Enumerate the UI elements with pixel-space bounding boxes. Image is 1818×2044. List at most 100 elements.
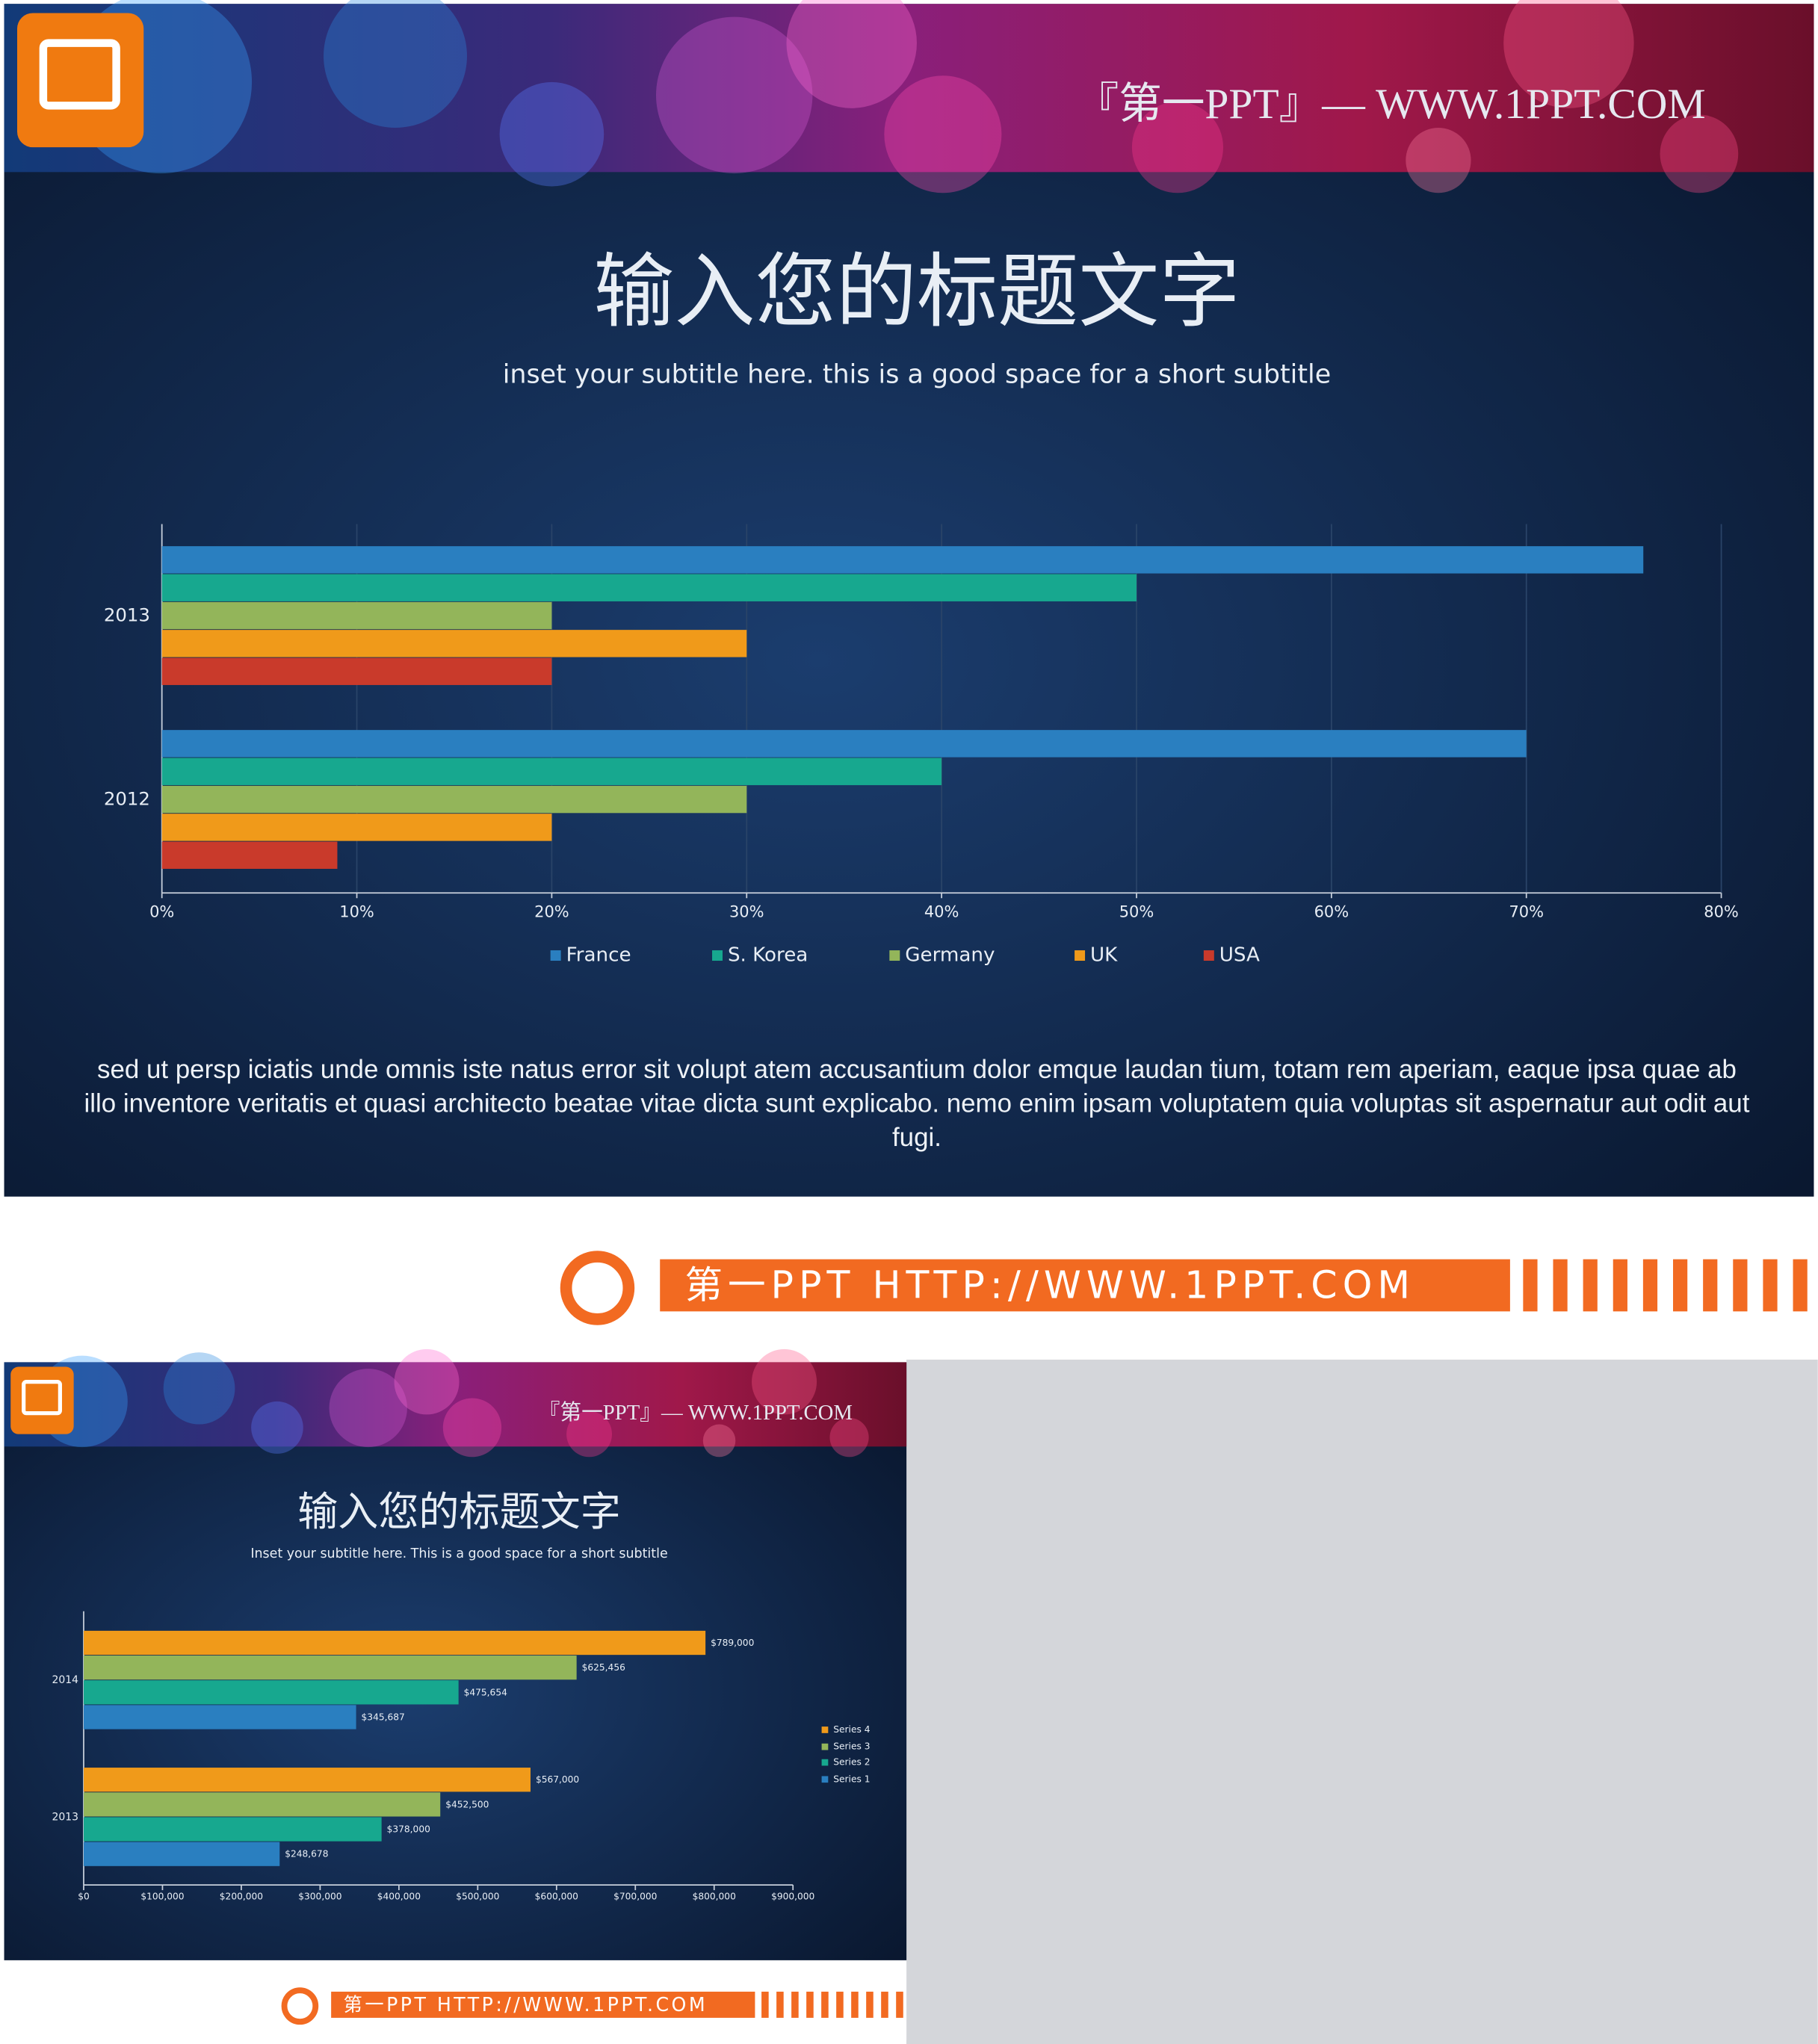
pencil-icon bbox=[560, 1251, 635, 1325]
legend-swatch bbox=[821, 1743, 829, 1750]
legend-label: Series 3 bbox=[833, 1741, 870, 1752]
bar bbox=[161, 657, 552, 685]
footer-stripe bbox=[1613, 1259, 1627, 1312]
y-tick-label: 2012 bbox=[104, 787, 150, 809]
bar bbox=[83, 1630, 706, 1656]
footer-stripe bbox=[1642, 1259, 1658, 1312]
footer-stripe bbox=[881, 1991, 888, 2018]
x-tick-label: 30% bbox=[729, 902, 764, 920]
x-tick-label: $200,000 bbox=[220, 1891, 263, 1901]
bar bbox=[161, 758, 942, 785]
value-label: $248,678 bbox=[285, 1849, 328, 1859]
bar bbox=[83, 1817, 382, 1842]
legend-label: UK bbox=[1090, 944, 1118, 967]
value-label: $452,500 bbox=[445, 1799, 489, 1809]
footer-text: 第一PPT HTTP://WWW.1PPT.COM bbox=[344, 1994, 708, 2016]
x-tick-label: 70% bbox=[1509, 902, 1544, 920]
bokeh bbox=[786, 0, 917, 108]
footer-stripe bbox=[1583, 1259, 1598, 1312]
value-label: $378,000 bbox=[387, 1824, 430, 1834]
y-tick-label: 2013 bbox=[52, 1811, 78, 1823]
annotation: sed ut persp iciatis unde omnis iste nat… bbox=[84, 1056, 1750, 1153]
chart-subtitle: inset your subtitle here. this is a good… bbox=[503, 360, 1331, 390]
x-tick-label: $500,000 bbox=[456, 1891, 499, 1901]
bar bbox=[161, 841, 338, 869]
value-label: $475,654 bbox=[464, 1687, 507, 1697]
app-icon-glyph bbox=[22, 1380, 62, 1416]
x-tick-label: 20% bbox=[534, 902, 569, 920]
legend-swatch bbox=[550, 950, 561, 961]
bar bbox=[161, 630, 747, 657]
x-tick-label: $900,000 bbox=[771, 1891, 814, 1901]
y-tick-label: 2013 bbox=[104, 604, 150, 625]
footer-stripe bbox=[836, 1991, 844, 2018]
x-tick-label: $0 bbox=[78, 1891, 90, 1901]
footer-stripe bbox=[791, 1991, 799, 2018]
bokeh bbox=[1406, 128, 1471, 193]
y-tick-label: 2014 bbox=[52, 1674, 79, 1686]
bokeh bbox=[394, 1348, 460, 1415]
x-tick-label: 60% bbox=[1314, 902, 1349, 920]
chart-title: 输入您的标题文字 bbox=[297, 1488, 621, 1535]
legend-swatch bbox=[821, 1726, 829, 1733]
bokeh bbox=[1131, 102, 1224, 193]
footer-stripe bbox=[1793, 1259, 1808, 1312]
bokeh bbox=[499, 81, 605, 187]
pencil-icon bbox=[281, 1987, 319, 2025]
footer-stripe bbox=[821, 1991, 829, 2018]
app-icon-glyph bbox=[39, 39, 120, 110]
banner bbox=[4, 4, 1814, 173]
x-tick-label: $700,000 bbox=[613, 1891, 657, 1901]
chart-subtitle: Inset your subtitle here. This is a good… bbox=[250, 1546, 667, 1561]
bar bbox=[83, 1705, 356, 1729]
x-tick-label: $600,000 bbox=[535, 1891, 578, 1901]
bokeh bbox=[163, 1352, 235, 1425]
app-icon bbox=[10, 1366, 74, 1434]
legend-label: USA bbox=[1219, 944, 1260, 967]
banner-text: 『第一PPT』— WWW.1PPT.COM bbox=[1076, 81, 1706, 128]
bokeh bbox=[329, 1369, 407, 1448]
bokeh bbox=[442, 1398, 502, 1458]
x-tick-label: 80% bbox=[1704, 902, 1739, 920]
footer-stripe bbox=[806, 1991, 814, 2018]
legend-label: S. Korea bbox=[728, 944, 808, 967]
value-label: $625,456 bbox=[582, 1662, 625, 1673]
x-tick-label: 40% bbox=[924, 902, 959, 920]
x-tick-label: 50% bbox=[1119, 902, 1154, 920]
bokeh bbox=[324, 0, 467, 128]
footer-stripe bbox=[1733, 1259, 1748, 1312]
footer-stripe bbox=[1673, 1259, 1688, 1312]
bokeh bbox=[702, 1424, 736, 1458]
x-tick-label: $300,000 bbox=[298, 1891, 341, 1901]
empty-area bbox=[906, 1359, 1818, 2044]
banner bbox=[4, 1362, 907, 1447]
banner-text: 『第一PPT』— WWW.1PPT.COM bbox=[539, 1401, 853, 1425]
bar bbox=[161, 785, 747, 814]
value-label: $345,687 bbox=[362, 1712, 405, 1722]
bokeh bbox=[829, 1417, 869, 1458]
bokeh bbox=[752, 1348, 817, 1415]
footer-stripe bbox=[851, 1991, 859, 2018]
bokeh bbox=[566, 1411, 612, 1458]
x-tick-label: $100,000 bbox=[140, 1891, 184, 1901]
legend-label: France bbox=[566, 944, 631, 967]
footer-bar bbox=[331, 1991, 755, 2018]
bokeh bbox=[655, 16, 813, 174]
bar bbox=[161, 730, 1527, 758]
bar bbox=[83, 1842, 280, 1866]
value-label: $789,000 bbox=[711, 1638, 754, 1648]
footer-stripe bbox=[896, 1991, 903, 2018]
app-icon bbox=[16, 13, 144, 148]
bar bbox=[83, 1768, 531, 1792]
legend-swatch bbox=[1075, 950, 1086, 961]
legend-swatch bbox=[712, 950, 723, 961]
bar bbox=[83, 1656, 577, 1680]
x-tick-label: $800,000 bbox=[693, 1891, 736, 1901]
value-label: $567,000 bbox=[536, 1774, 579, 1785]
bokeh bbox=[1503, 0, 1634, 108]
bokeh bbox=[251, 1401, 303, 1454]
footer-stripe bbox=[1553, 1259, 1568, 1312]
footer-bar bbox=[660, 1259, 1510, 1312]
bar bbox=[161, 601, 552, 630]
